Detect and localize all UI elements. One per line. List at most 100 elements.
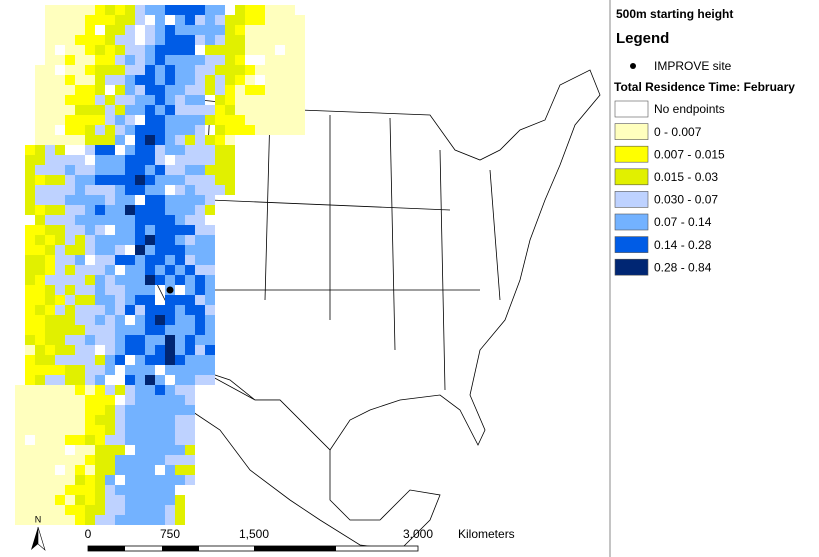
legend-swatch: [614, 236, 649, 253]
grid-cell: [25, 255, 35, 265]
grid-cell: [135, 5, 145, 15]
grid-cell: [85, 165, 95, 175]
grid-cell: [165, 65, 175, 75]
grid-cell: [165, 125, 175, 135]
grid-cell: [195, 95, 205, 105]
grid-cell: [85, 215, 95, 225]
grid-cell: [165, 515, 175, 525]
grid-cell: [25, 375, 35, 385]
grid-cell: [135, 505, 145, 515]
grid-cell: [105, 95, 115, 105]
grid-cell: [155, 185, 165, 195]
grid-cell: [295, 105, 305, 115]
grid-cell: [45, 315, 55, 325]
grid-cell: [205, 295, 215, 305]
grid-cell: [95, 365, 105, 375]
grid-cell: [185, 195, 195, 205]
grid-cell: [105, 405, 115, 415]
grid-cell: [85, 5, 95, 15]
grid-cell: [105, 245, 115, 255]
grid-cell: [135, 465, 145, 475]
grid-cell: [225, 55, 235, 65]
grid-cell: [75, 195, 85, 205]
grid-cell: [155, 455, 165, 465]
grid-cell: [135, 325, 145, 335]
grid-cell: [105, 175, 115, 185]
grid-cell: [105, 415, 115, 425]
grid-cell: [75, 375, 85, 385]
grid-cell: [275, 25, 285, 35]
grid-cell: [115, 345, 125, 355]
legend-title: Legend: [616, 30, 669, 47]
grid-cell: [265, 105, 275, 115]
grid-cell: [155, 425, 165, 435]
grid-cell: [205, 225, 215, 235]
grid-cell: [125, 35, 135, 45]
grid-cell: [25, 165, 35, 175]
grid-cell: [35, 65, 45, 75]
grid-cell: [135, 255, 145, 265]
grid-cell: [185, 145, 195, 155]
grid-cell: [215, 25, 225, 35]
grid-cell: [245, 35, 255, 45]
grid-cell: [175, 345, 185, 355]
grid-cell: [65, 375, 75, 385]
grid-cell: [145, 385, 155, 395]
grid-cell: [205, 35, 215, 45]
grid-cell: [45, 295, 55, 305]
grid-cell: [175, 445, 185, 455]
grid-cell: [95, 375, 105, 385]
grid-cell: [65, 15, 75, 25]
grid-cell: [165, 325, 175, 335]
grid-cell: [205, 205, 215, 215]
grid-cell: [95, 405, 105, 415]
grid-cell: [105, 485, 115, 495]
grid-cell: [165, 175, 175, 185]
grid-cell: [135, 295, 145, 305]
grid-cell: [175, 155, 185, 165]
grid-cell: [55, 235, 65, 245]
grid-cell: [85, 355, 95, 365]
grid-cell: [45, 35, 55, 45]
grid-cell: [195, 75, 205, 85]
grid-cell: [175, 195, 185, 205]
grid-cell: [165, 135, 175, 145]
grid-cell: [105, 285, 115, 295]
grid-cell: [185, 265, 195, 275]
grid-cell: [145, 425, 155, 435]
grid-cell: [145, 155, 155, 165]
grid-cell: [65, 415, 75, 425]
grid-cell: [85, 435, 95, 445]
grid-cell: [55, 395, 65, 405]
grid-cell: [185, 95, 195, 105]
grid-cell: [275, 35, 285, 45]
grid-cell: [75, 245, 85, 255]
grid-cell: [125, 45, 135, 55]
grid-cell: [155, 165, 165, 175]
grid-cell: [145, 445, 155, 455]
grid-cell: [175, 385, 185, 395]
grid-cell: [155, 255, 165, 265]
legend-label: 0 - 0.007: [654, 125, 702, 139]
grid-cell: [35, 165, 45, 175]
grid-cell: [115, 15, 125, 25]
grid-cell: [275, 85, 285, 95]
scale-bar-segment: [254, 546, 336, 551]
grid-cell: [145, 285, 155, 295]
grid-cell: [145, 255, 155, 265]
grid-cell: [95, 255, 105, 265]
legend-label: 0.030 - 0.07: [654, 193, 718, 207]
grid-cell: [255, 65, 265, 75]
grid-cell: [205, 155, 215, 165]
grid-cell: [285, 85, 295, 95]
grid-cell: [185, 455, 195, 465]
grid-cell: [185, 255, 195, 265]
grid-cell: [95, 515, 105, 525]
grid-cell: [95, 15, 105, 25]
grid-cell: [175, 375, 185, 385]
grid-cell: [45, 205, 55, 215]
grid-cell: [135, 245, 145, 255]
grid-cell: [45, 355, 55, 365]
grid-cell: [205, 195, 215, 205]
grid-cell: [25, 465, 35, 475]
